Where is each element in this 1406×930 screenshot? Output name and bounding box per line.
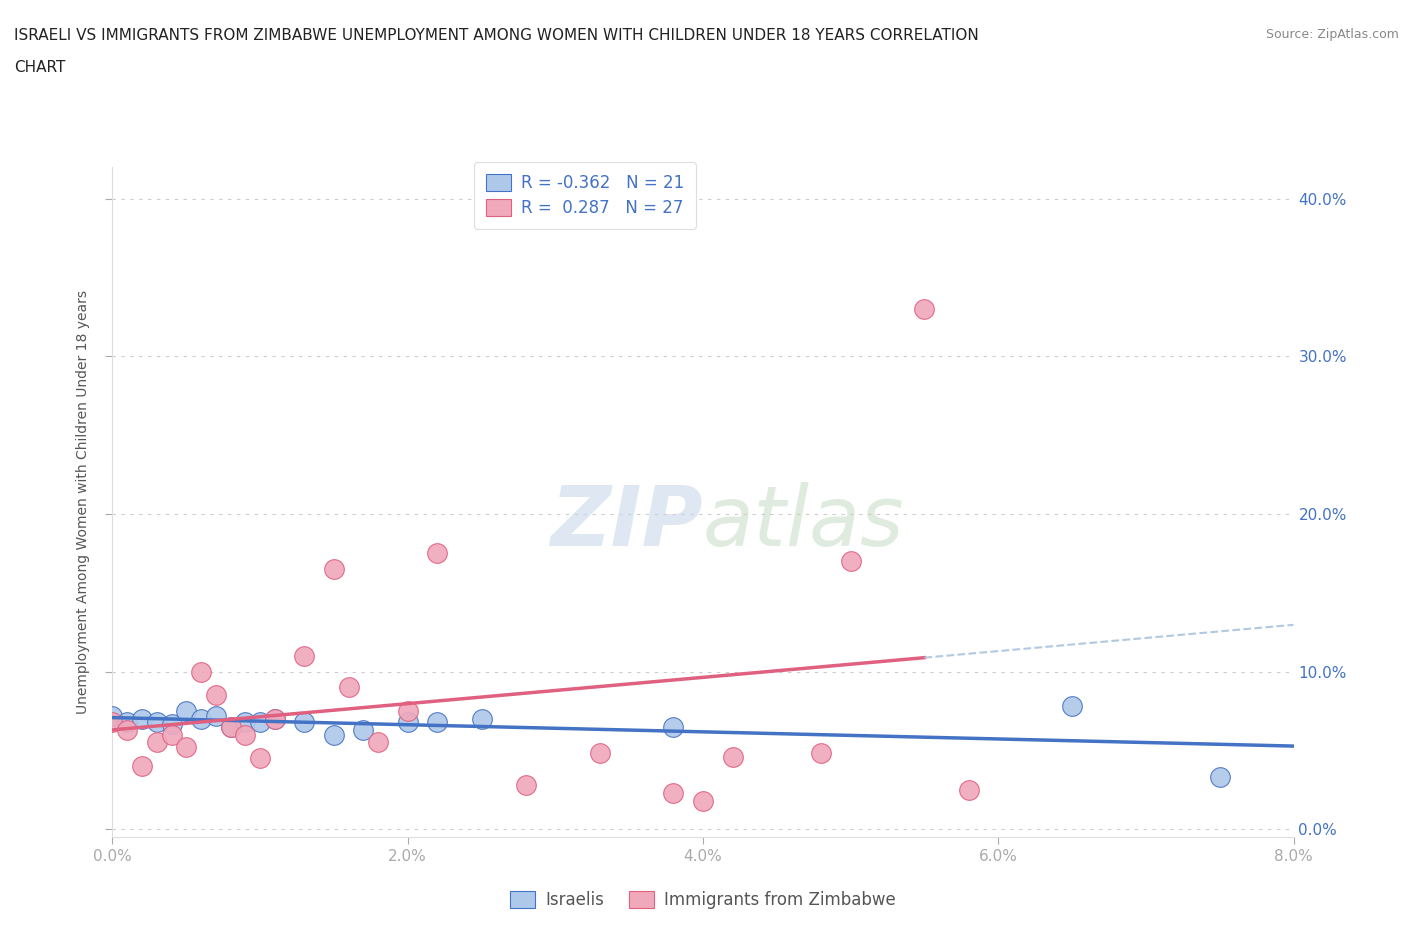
Point <box>914 301 936 316</box>
Point <box>146 735 169 750</box>
Text: Source: ZipAtlas.com: Source: ZipAtlas.com <box>1265 28 1399 41</box>
Point <box>957 782 980 797</box>
Point <box>839 554 862 569</box>
Point <box>264 711 287 726</box>
Point <box>721 750 744 764</box>
Point <box>117 714 138 729</box>
Point <box>352 723 374 737</box>
Point <box>101 714 124 729</box>
Point <box>662 786 685 801</box>
Point <box>117 723 138 737</box>
Point <box>1062 698 1084 713</box>
Point <box>249 751 271 765</box>
Point <box>471 711 494 726</box>
Point <box>1208 770 1232 785</box>
Point <box>323 727 346 742</box>
Point <box>131 759 153 774</box>
Text: CHART: CHART <box>14 60 66 75</box>
Text: ZIP: ZIP <box>550 482 703 563</box>
Point <box>337 680 360 695</box>
Point <box>396 703 419 718</box>
Text: ISRAELI VS IMMIGRANTS FROM ZIMBABWE UNEMPLOYMENT AMONG WOMEN WITH CHILDREN UNDER: ISRAELI VS IMMIGRANTS FROM ZIMBABWE UNEM… <box>14 28 979 43</box>
Point <box>810 746 832 761</box>
Point <box>323 562 346 577</box>
Point <box>190 664 212 679</box>
Point <box>426 714 449 729</box>
Point <box>205 709 228 724</box>
Point <box>101 709 124 724</box>
Point <box>692 793 714 808</box>
Legend: Israelis, Immigrants from Zimbabwe: Israelis, Immigrants from Zimbabwe <box>503 884 903 916</box>
Point <box>662 719 685 734</box>
Point <box>131 711 153 726</box>
Point <box>174 739 197 754</box>
Point <box>515 777 537 792</box>
Point <box>233 714 256 729</box>
Point <box>588 746 610 761</box>
Point <box>219 719 242 734</box>
Point <box>264 711 287 726</box>
Point <box>426 546 449 561</box>
Point <box>205 688 228 703</box>
Point <box>292 648 315 663</box>
Point <box>160 716 183 731</box>
Point <box>233 727 256 742</box>
Point <box>190 711 212 726</box>
Point <box>146 714 169 729</box>
Point <box>174 703 197 718</box>
Point <box>160 727 183 742</box>
Point <box>396 714 419 729</box>
Y-axis label: Unemployment Among Women with Children Under 18 years: Unemployment Among Women with Children U… <box>76 290 90 714</box>
Point <box>219 719 242 734</box>
Point <box>249 714 271 729</box>
Text: atlas: atlas <box>703 482 904 563</box>
Point <box>292 714 315 729</box>
Point <box>367 735 389 750</box>
